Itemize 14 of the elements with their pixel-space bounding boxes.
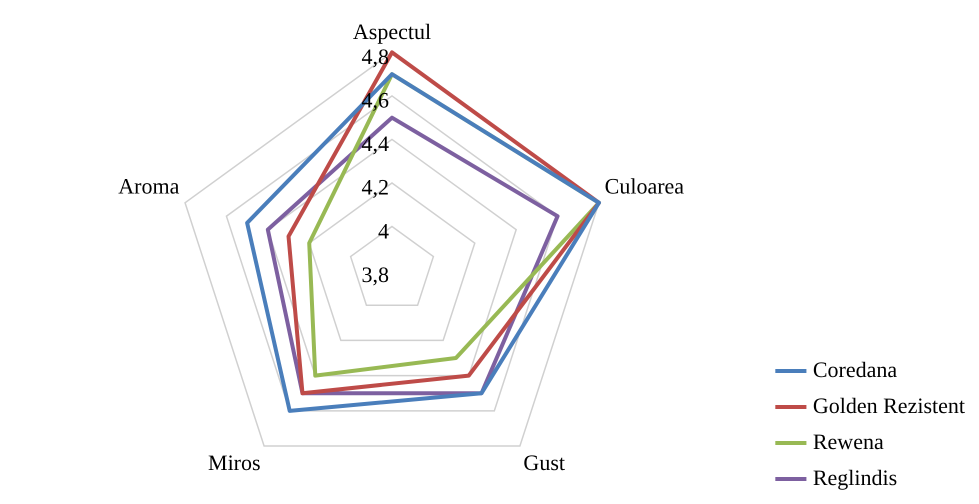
legend-label: Rewena — [812, 428, 884, 454]
legend-label: Reglindis — [812, 464, 898, 490]
y-tick-label: 3,8 — [362, 262, 389, 287]
spoke-label: Miros — [208, 450, 261, 475]
spoke-label: Gust — [523, 450, 565, 475]
legend-label: Golden Rezistent — [812, 392, 966, 418]
spoke-label: Aroma — [118, 173, 180, 198]
spoke-label: Aspectul — [352, 18, 432, 44]
y-tick-label: 4 — [378, 218, 389, 244]
legend-label: Coredana — [812, 356, 898, 382]
y-tick-label: 4,8 — [362, 44, 389, 70]
spoke-label: Culoarea — [604, 173, 684, 198]
y-tick-label: 4,4 — [362, 131, 389, 156]
y-tick-label: 4,2 — [362, 174, 389, 200]
